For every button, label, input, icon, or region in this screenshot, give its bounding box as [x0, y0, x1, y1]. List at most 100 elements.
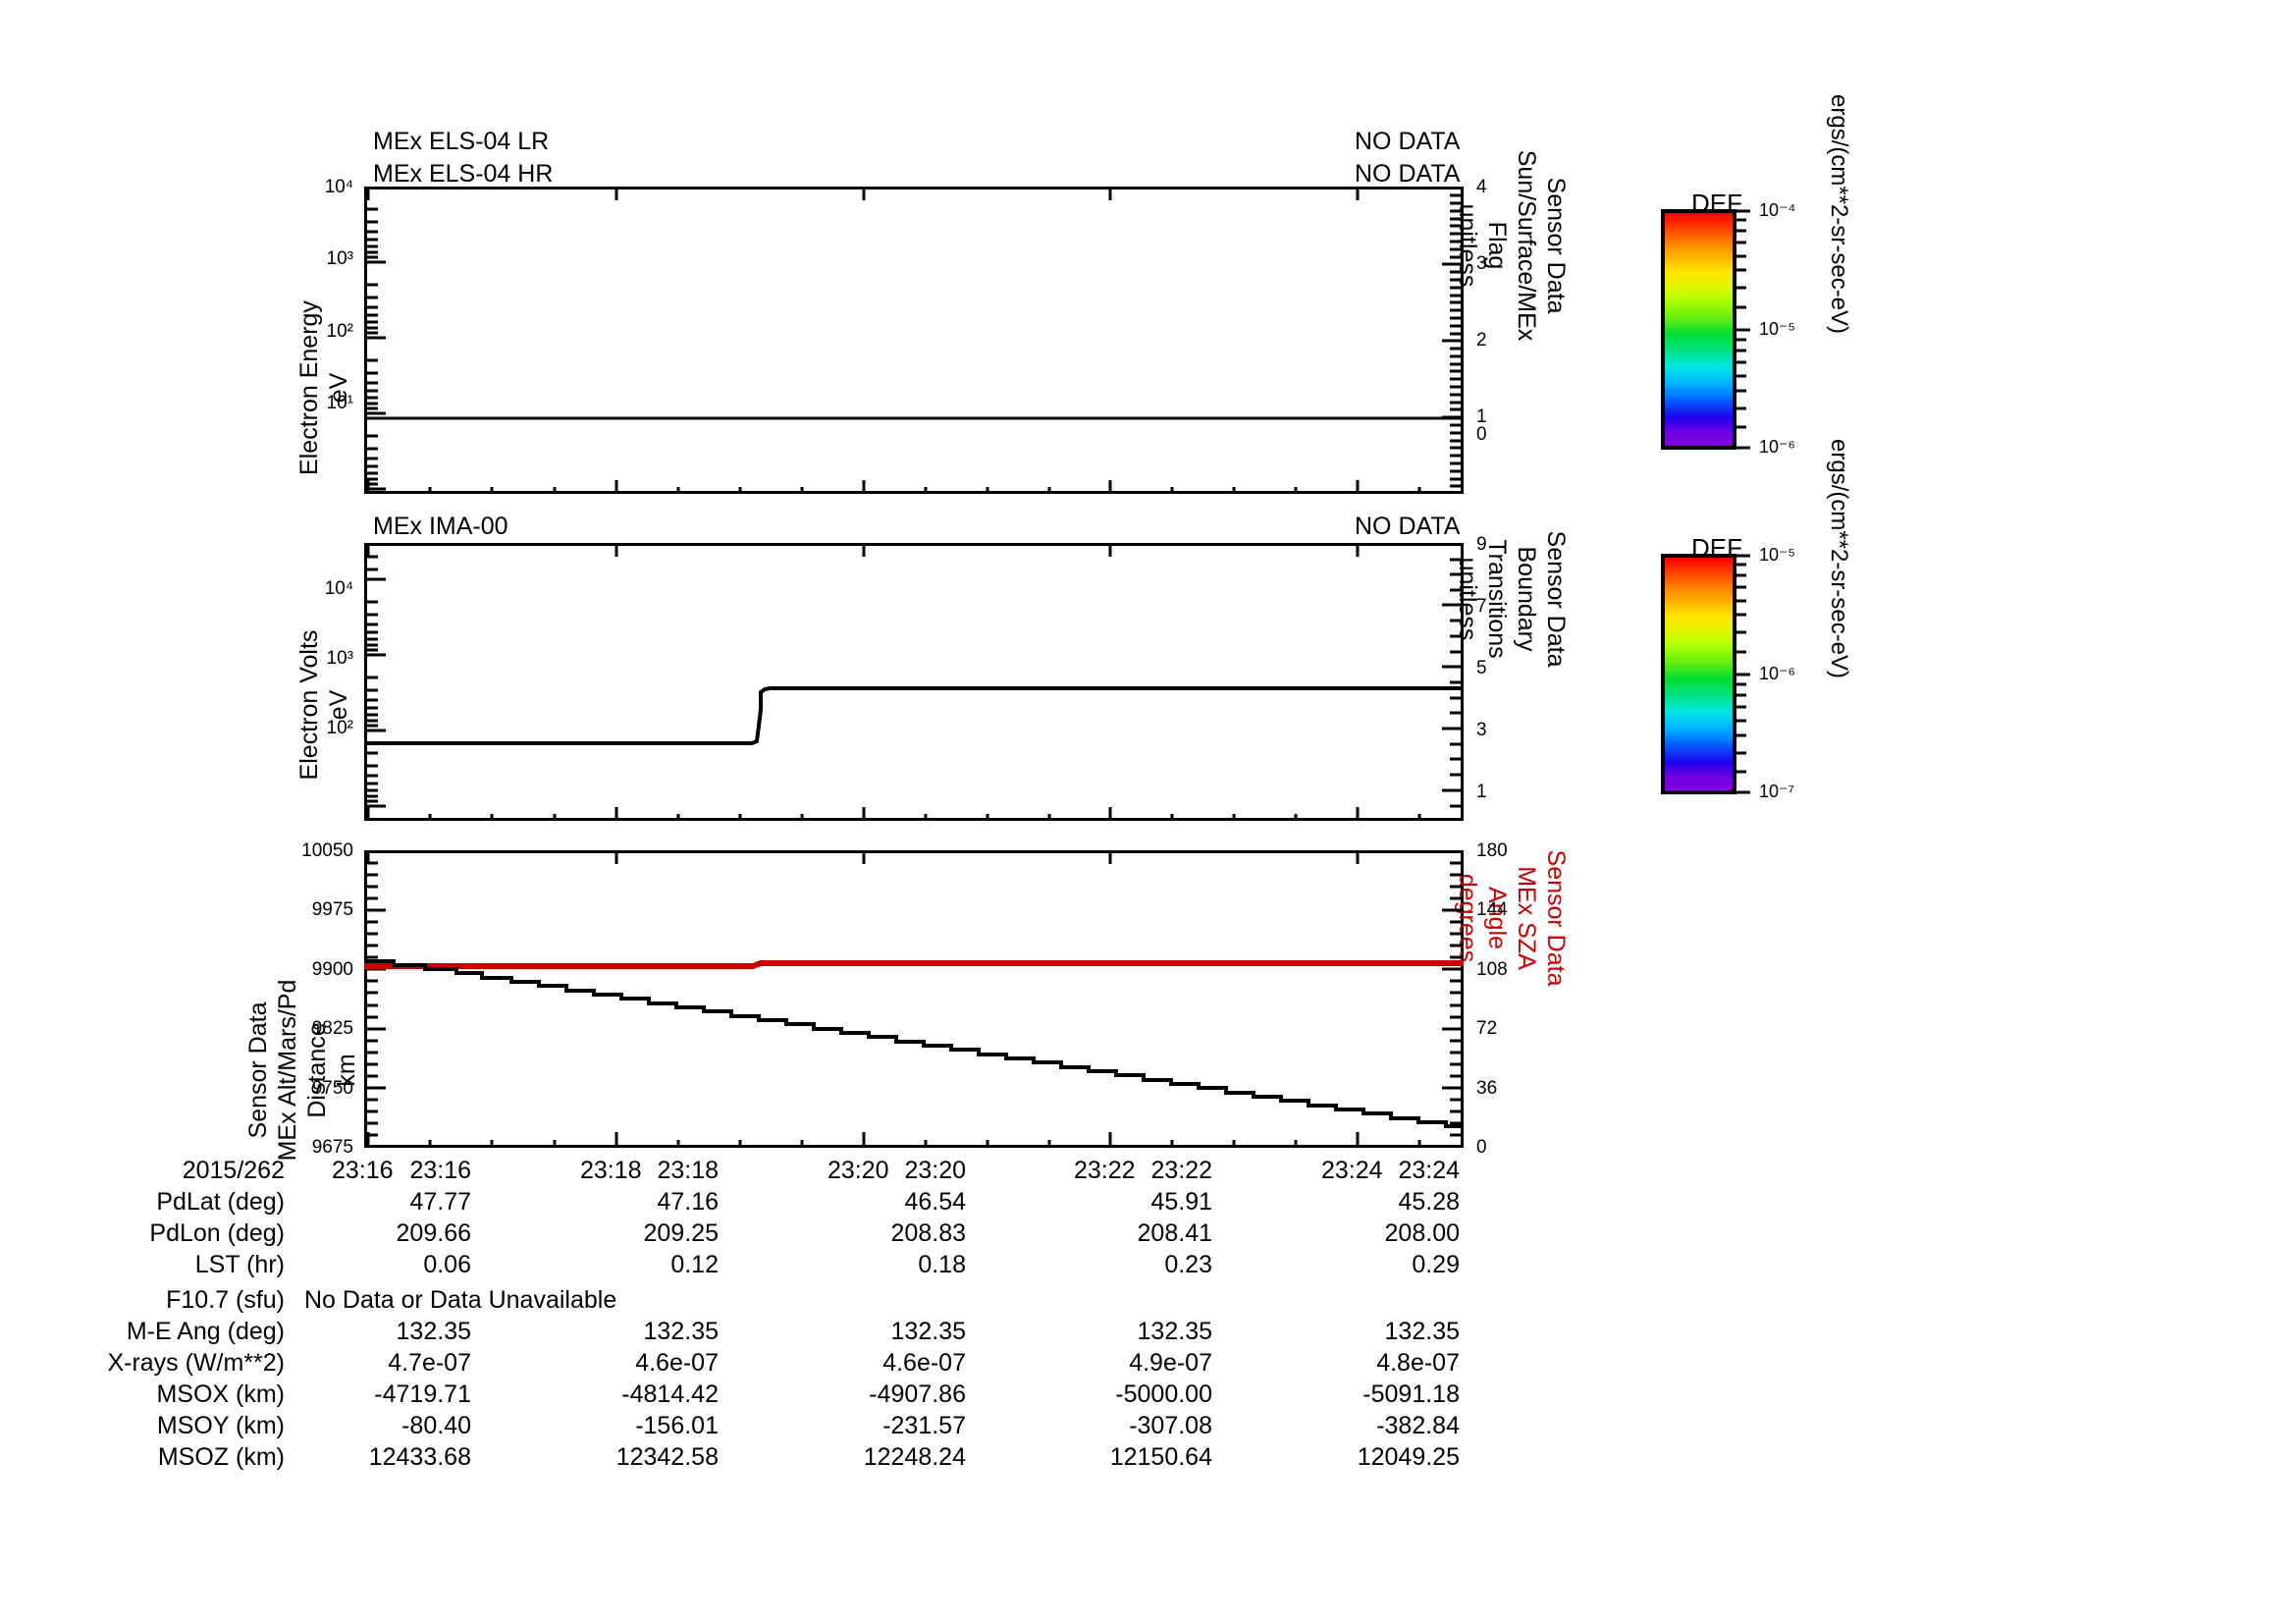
panel2-left-ticks	[364, 543, 386, 808]
panel3-x-ticks	[366, 850, 1421, 1148]
xaxis-tick-label-1: 23:18	[580, 1157, 642, 1184]
table-cell: 12342.58	[615, 1443, 719, 1471]
table-cell: 47.16	[657, 1188, 719, 1216]
panel2-y2tick-4: 1	[1476, 782, 1487, 802]
colorbar-2-label-bottom: 10⁻⁷	[1759, 782, 1795, 801]
data-table: 2015/262 23:16 23:18 23:20 23:22 23:24 PdLat (…	[0, 1159, 1571, 1551]
panel2-left-axis-title-line-1: eV	[325, 689, 352, 721]
table-cell: 208.00	[1384, 1219, 1460, 1247]
xaxis-tick-label-3: 23:22	[1074, 1157, 1136, 1184]
panel1-y2tick-4: 0	[1476, 424, 1487, 445]
colorbar-1-box	[1661, 209, 1736, 450]
panel3-ytick-2: 9900	[311, 959, 353, 980]
panel3-y2tick-0: 180	[1476, 840, 1508, 861]
table-row-label: 2015/262	[182, 1157, 285, 1184]
table-cell: 4.6e-07	[882, 1349, 966, 1377]
table-cell: -4814.42	[621, 1380, 719, 1408]
panel3-series-altitude	[364, 959, 1464, 1128]
panel1-y2tick-2: 2	[1476, 330, 1487, 351]
panel1-annotation-right-0: NO DATA	[1355, 128, 1461, 155]
table-row-label: MSOZ (km)	[157, 1443, 285, 1471]
colorbar-2-gradient	[1665, 558, 1733, 790]
panel1-right-axis-title-line-1: Sun/Surface/MEx	[1513, 149, 1540, 342]
panel1-right-axis-title: Sensor Data Sun/Surface/MEx Flag unitles…	[1453, 118, 1571, 373]
table-cell: 0.29	[1412, 1251, 1460, 1278]
table-row-label: M-E Ang (deg)	[126, 1318, 285, 1345]
table-row-label: MSOY (km)	[156, 1412, 285, 1439]
panel-electron-energy-frame	[364, 187, 1464, 494]
xaxis-tick-label-0: 23:16	[332, 1157, 394, 1184]
table-cell: 4.6e-07	[635, 1349, 719, 1377]
panel1-ytick-0: 10⁴	[324, 177, 353, 197]
panel1-y2tick-1: 3	[1476, 253, 1487, 274]
table-cell: -156.01	[635, 1412, 719, 1439]
table-cell: 23:16	[409, 1157, 471, 1184]
panel1-annotation-left-0: MEx ELS-04 LR	[373, 128, 550, 155]
panel3-right-axis-title: Sensor Data MEx SZA Angle degrees	[1453, 776, 1571, 1060]
panel3-ytick-0: 10050	[301, 840, 353, 861]
panel1-plot	[364, 187, 1464, 494]
panel1-y2tick-0: 4	[1476, 177, 1487, 197]
panel2-right-axis-title-line-0: Sensor Data	[1542, 530, 1570, 668]
panel1-right-axis-title-line-0: Sensor Data	[1542, 177, 1570, 314]
panel1-annotation-right-1: NO DATA	[1355, 160, 1461, 188]
table-row-label: PdLat (deg)	[156, 1188, 285, 1216]
table-cell: 23:20	[904, 1157, 966, 1184]
table-row-label: F10.7 (sfu)	[166, 1286, 285, 1314]
panel3-y2tick-1: 144	[1476, 899, 1508, 920]
table-cell: 23:18	[657, 1157, 719, 1184]
table-cell: 132.35	[890, 1318, 966, 1345]
panel3-ytick-3: 9825	[311, 1018, 353, 1039]
colorbar-2-unit: ergs/(cm**2-sr-sec-eV)	[1826, 439, 1852, 679]
panel3-y2tick-5: 0	[1476, 1137, 1487, 1158]
colorbar-1-unit: ergs/(cm**2-sr-sec-eV)	[1826, 94, 1852, 335]
table-cell: 209.25	[643, 1219, 719, 1247]
panel2-annotation-left-0: MEx IMA-00	[373, 513, 508, 540]
colorbar-1-label-top: 10⁻⁴	[1759, 200, 1796, 220]
panel2-series-boundary	[364, 686, 1464, 745]
panel1-left-ticks	[364, 187, 386, 491]
table-cell: 4.8e-07	[1376, 1349, 1460, 1377]
panel2-ytick-2: 10²	[326, 718, 353, 738]
panel3-plot	[364, 850, 1464, 1148]
colorbar-2-label-top: 10⁻⁵	[1759, 545, 1795, 565]
table-row-label: MSOX (km)	[156, 1380, 285, 1408]
table-cell: 0.18	[918, 1251, 966, 1278]
table-cell: 132.35	[1384, 1318, 1460, 1345]
panel2-right-axis-title-line-1: Boundary	[1513, 546, 1540, 652]
table-cell: 45.28	[1398, 1188, 1460, 1216]
table-cell: 208.83	[890, 1219, 966, 1247]
panel1-ytick-3: 10¹	[326, 393, 353, 413]
colorbar-1-label-mid: 10⁻⁵	[1759, 319, 1795, 339]
panel3-left-ticks	[364, 850, 386, 1148]
table-cell: 4.9e-07	[1129, 1349, 1212, 1377]
panel3-y2tick-4: 36	[1476, 1078, 1498, 1099]
colorbar-2-box	[1661, 554, 1736, 794]
table-cell: 47.77	[409, 1188, 471, 1216]
table-cell: -4719.71	[374, 1380, 471, 1408]
panel1-left-axis-title: Electron Energy eV	[294, 260, 353, 515]
panel2-plot	[364, 543, 1464, 821]
panel2-y2tick-1: 7	[1476, 596, 1487, 617]
table-cell: 132.35	[643, 1318, 719, 1345]
panel2-ytick-1: 10³	[326, 648, 353, 669]
table-row-label: PdLon (deg)	[149, 1219, 285, 1247]
panel1-ytick-1: 10³	[326, 248, 353, 269]
table-cell: -382.84	[1376, 1412, 1460, 1439]
table-cell: 0.23	[1164, 1251, 1212, 1278]
panel1-y2tick-3: 1	[1476, 406, 1487, 427]
table-cell: 12049.25	[1357, 1443, 1460, 1471]
table-cell: 12248.24	[863, 1443, 966, 1471]
colorbar-2-ticks	[1736, 554, 1750, 794]
table-cell: 209.66	[396, 1219, 471, 1247]
xaxis-tick-label-4: 23:24	[1321, 1157, 1383, 1184]
table-cell: 132.35	[1137, 1318, 1212, 1345]
panel3-y2tick-3: 72	[1476, 1018, 1498, 1039]
panel2-right-axis-title: Sensor Data Boundary Transitions unitles…	[1453, 471, 1571, 727]
colorbar-2-label-mid: 10⁻⁶	[1759, 664, 1795, 683]
table-cell: 23:24	[1398, 1157, 1460, 1184]
table-cell: 0.12	[670, 1251, 719, 1278]
table-cell: 12150.64	[1109, 1443, 1212, 1471]
table-row-label: LST (hr)	[194, 1251, 285, 1278]
table-cell: 4.7e-07	[388, 1349, 471, 1377]
